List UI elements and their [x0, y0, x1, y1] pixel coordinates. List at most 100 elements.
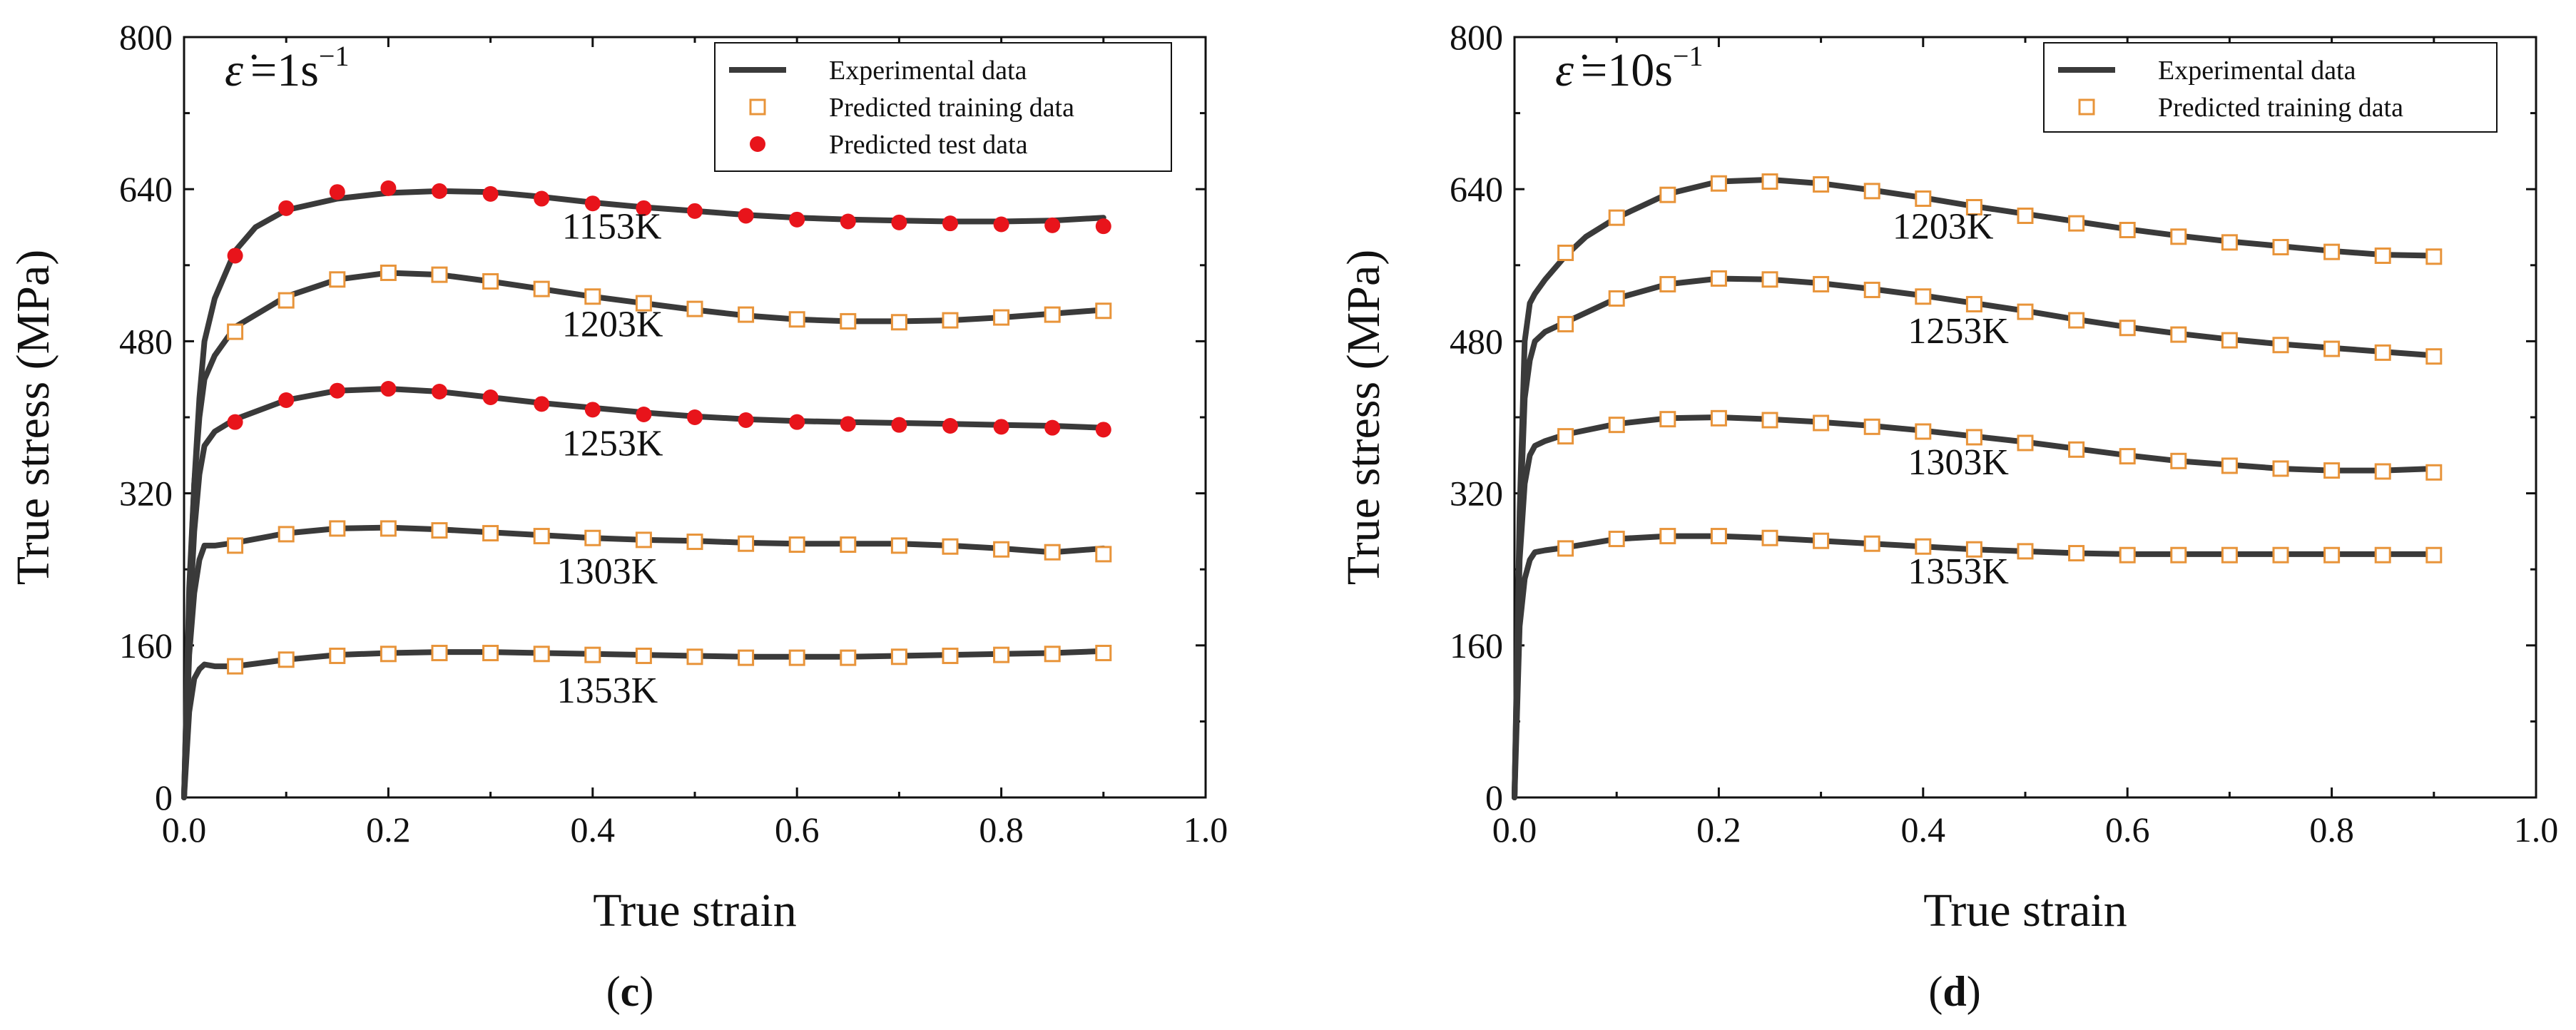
predicted-training-point [635, 531, 652, 549]
predicted-training-point [738, 306, 755, 323]
predicted-test-point [482, 389, 499, 406]
predicted-test-point [738, 208, 754, 224]
x-tick-label: 0.0 [1492, 810, 1537, 850]
predicted-test-point [993, 419, 1009, 435]
series-1353K: 1353K [1512, 528, 2443, 800]
predicted-test-point [687, 203, 703, 219]
y-tick-label: 800 [119, 17, 173, 57]
experimental-curve [181, 270, 1106, 800]
predicted-training-point [1915, 190, 1932, 208]
predicted-training-point [1813, 275, 1830, 292]
predicted-training-point [942, 647, 959, 664]
predicted-training-point [2119, 546, 2136, 564]
strain-rate-label: ε̇ =1s−1 [225, 40, 349, 96]
legend-entry-training: Predicted training data [829, 93, 1074, 123]
predicted-test-point [380, 381, 397, 397]
predicted-training-point [788, 649, 805, 666]
x-tick-label: 0.8 [2309, 810, 2354, 850]
predicted-training-point [890, 314, 907, 331]
predicted-training-point [2170, 326, 2187, 343]
panel-label: (c) [606, 968, 654, 1015]
y-tick-label: 800 [1450, 17, 1503, 57]
predicted-training-point [1659, 528, 1676, 545]
strain-rate-exponent: −1 [1673, 40, 1704, 72]
predicted-training-point [278, 526, 295, 543]
predicted-training-point [2068, 441, 2085, 458]
predicted-training-point [1965, 541, 1982, 558]
predicted-training-point [431, 522, 448, 539]
y-axis-title: True stress (MPa) [1338, 250, 1390, 586]
x-tick-label: 0.6 [2105, 810, 2150, 850]
predicted-training-point [1710, 175, 1727, 192]
legend-entry-training: Predicted training data [2158, 93, 2403, 123]
predicted-training-point [2374, 247, 2391, 264]
predicted-training-point [1710, 270, 1727, 287]
predicted-training-point [2425, 348, 2443, 365]
predicted-training-point [431, 266, 448, 283]
predicted-training-point [2272, 238, 2289, 255]
predicted-test-point [1044, 419, 1061, 436]
predicted-training-point [1557, 315, 1574, 332]
temperature-label: 1153K [562, 206, 662, 247]
predicted-training-point [2374, 463, 2391, 480]
y-tick-label: 320 [119, 474, 173, 514]
predicted-test-point [432, 183, 447, 199]
predicted-test-point [278, 392, 295, 409]
y-tick-label: 480 [119, 321, 173, 361]
predicted-training-point [1761, 271, 1778, 288]
y-tick-label: 480 [1450, 321, 1503, 361]
predicted-training-point [2323, 243, 2341, 260]
predicted-test-point [584, 402, 601, 418]
predicted-training-point [2272, 546, 2289, 564]
predicted-test-point [840, 416, 856, 432]
predicted-test-point [584, 195, 601, 212]
predicted-training-point [1557, 428, 1574, 445]
predicted-training-point [227, 537, 244, 554]
predicted-training-point [431, 644, 448, 661]
predicted-test-point [636, 200, 652, 216]
predicted-test-point [942, 417, 958, 434]
predicted-training-point [584, 529, 601, 546]
predicted-training-point [2068, 215, 2085, 232]
predicted-training-point [2272, 337, 2289, 354]
predicted-training-point [2017, 434, 2034, 452]
y-tick-label: 320 [1450, 474, 1503, 514]
predicted-test-point [738, 412, 754, 428]
predicted-training-point [2170, 452, 2187, 469]
predicted-training-point [1965, 429, 1982, 446]
predicted-training-point [2119, 448, 2136, 465]
predicted-training-point [1863, 535, 1880, 552]
x-tick-label: 0.4 [571, 810, 616, 850]
predicted-test-point [432, 384, 447, 400]
predicted-training-point [1044, 544, 1061, 561]
predicted-training-point [840, 536, 857, 554]
series-1353K: 1353K [181, 644, 1112, 800]
predicted-training-point [533, 280, 550, 297]
predicted-training-point [278, 292, 295, 309]
predicted-training-point [2170, 546, 2187, 564]
predicted-training-point [227, 658, 244, 675]
predicted-training-point [380, 264, 397, 281]
predicted-test-point [227, 248, 243, 264]
legend-square-key [2078, 98, 2095, 116]
predicted-training-point [635, 295, 652, 312]
predicted-training-point [1095, 302, 1112, 320]
predicted-training-point [482, 272, 499, 290]
y-tick-label: 0 [155, 777, 173, 817]
chart-panel-c: 0.0 0.2 0.4 0.6 0.8 1.0 0 160 320 480 640 800 True s… [7, 17, 1228, 1015]
predicted-training-point [942, 538, 959, 555]
predicted-training-point [2374, 344, 2391, 361]
legend-box [2043, 42, 2498, 133]
predicted-test-point [891, 214, 907, 230]
predicted-training-point [533, 646, 550, 663]
predicted-training-point [1915, 288, 1932, 305]
experimental-curve [1512, 414, 2437, 800]
predicted-test-point [891, 417, 907, 433]
predicted-training-point [329, 647, 346, 664]
predicted-training-point [2068, 312, 2085, 329]
predicted-test-point [993, 216, 1009, 233]
predicted-training-point [1813, 176, 1830, 193]
predicted-training-point [942, 312, 959, 329]
x-tick-label: 0.0 [162, 810, 207, 850]
strain-rate-value: =10s [1581, 44, 1673, 96]
